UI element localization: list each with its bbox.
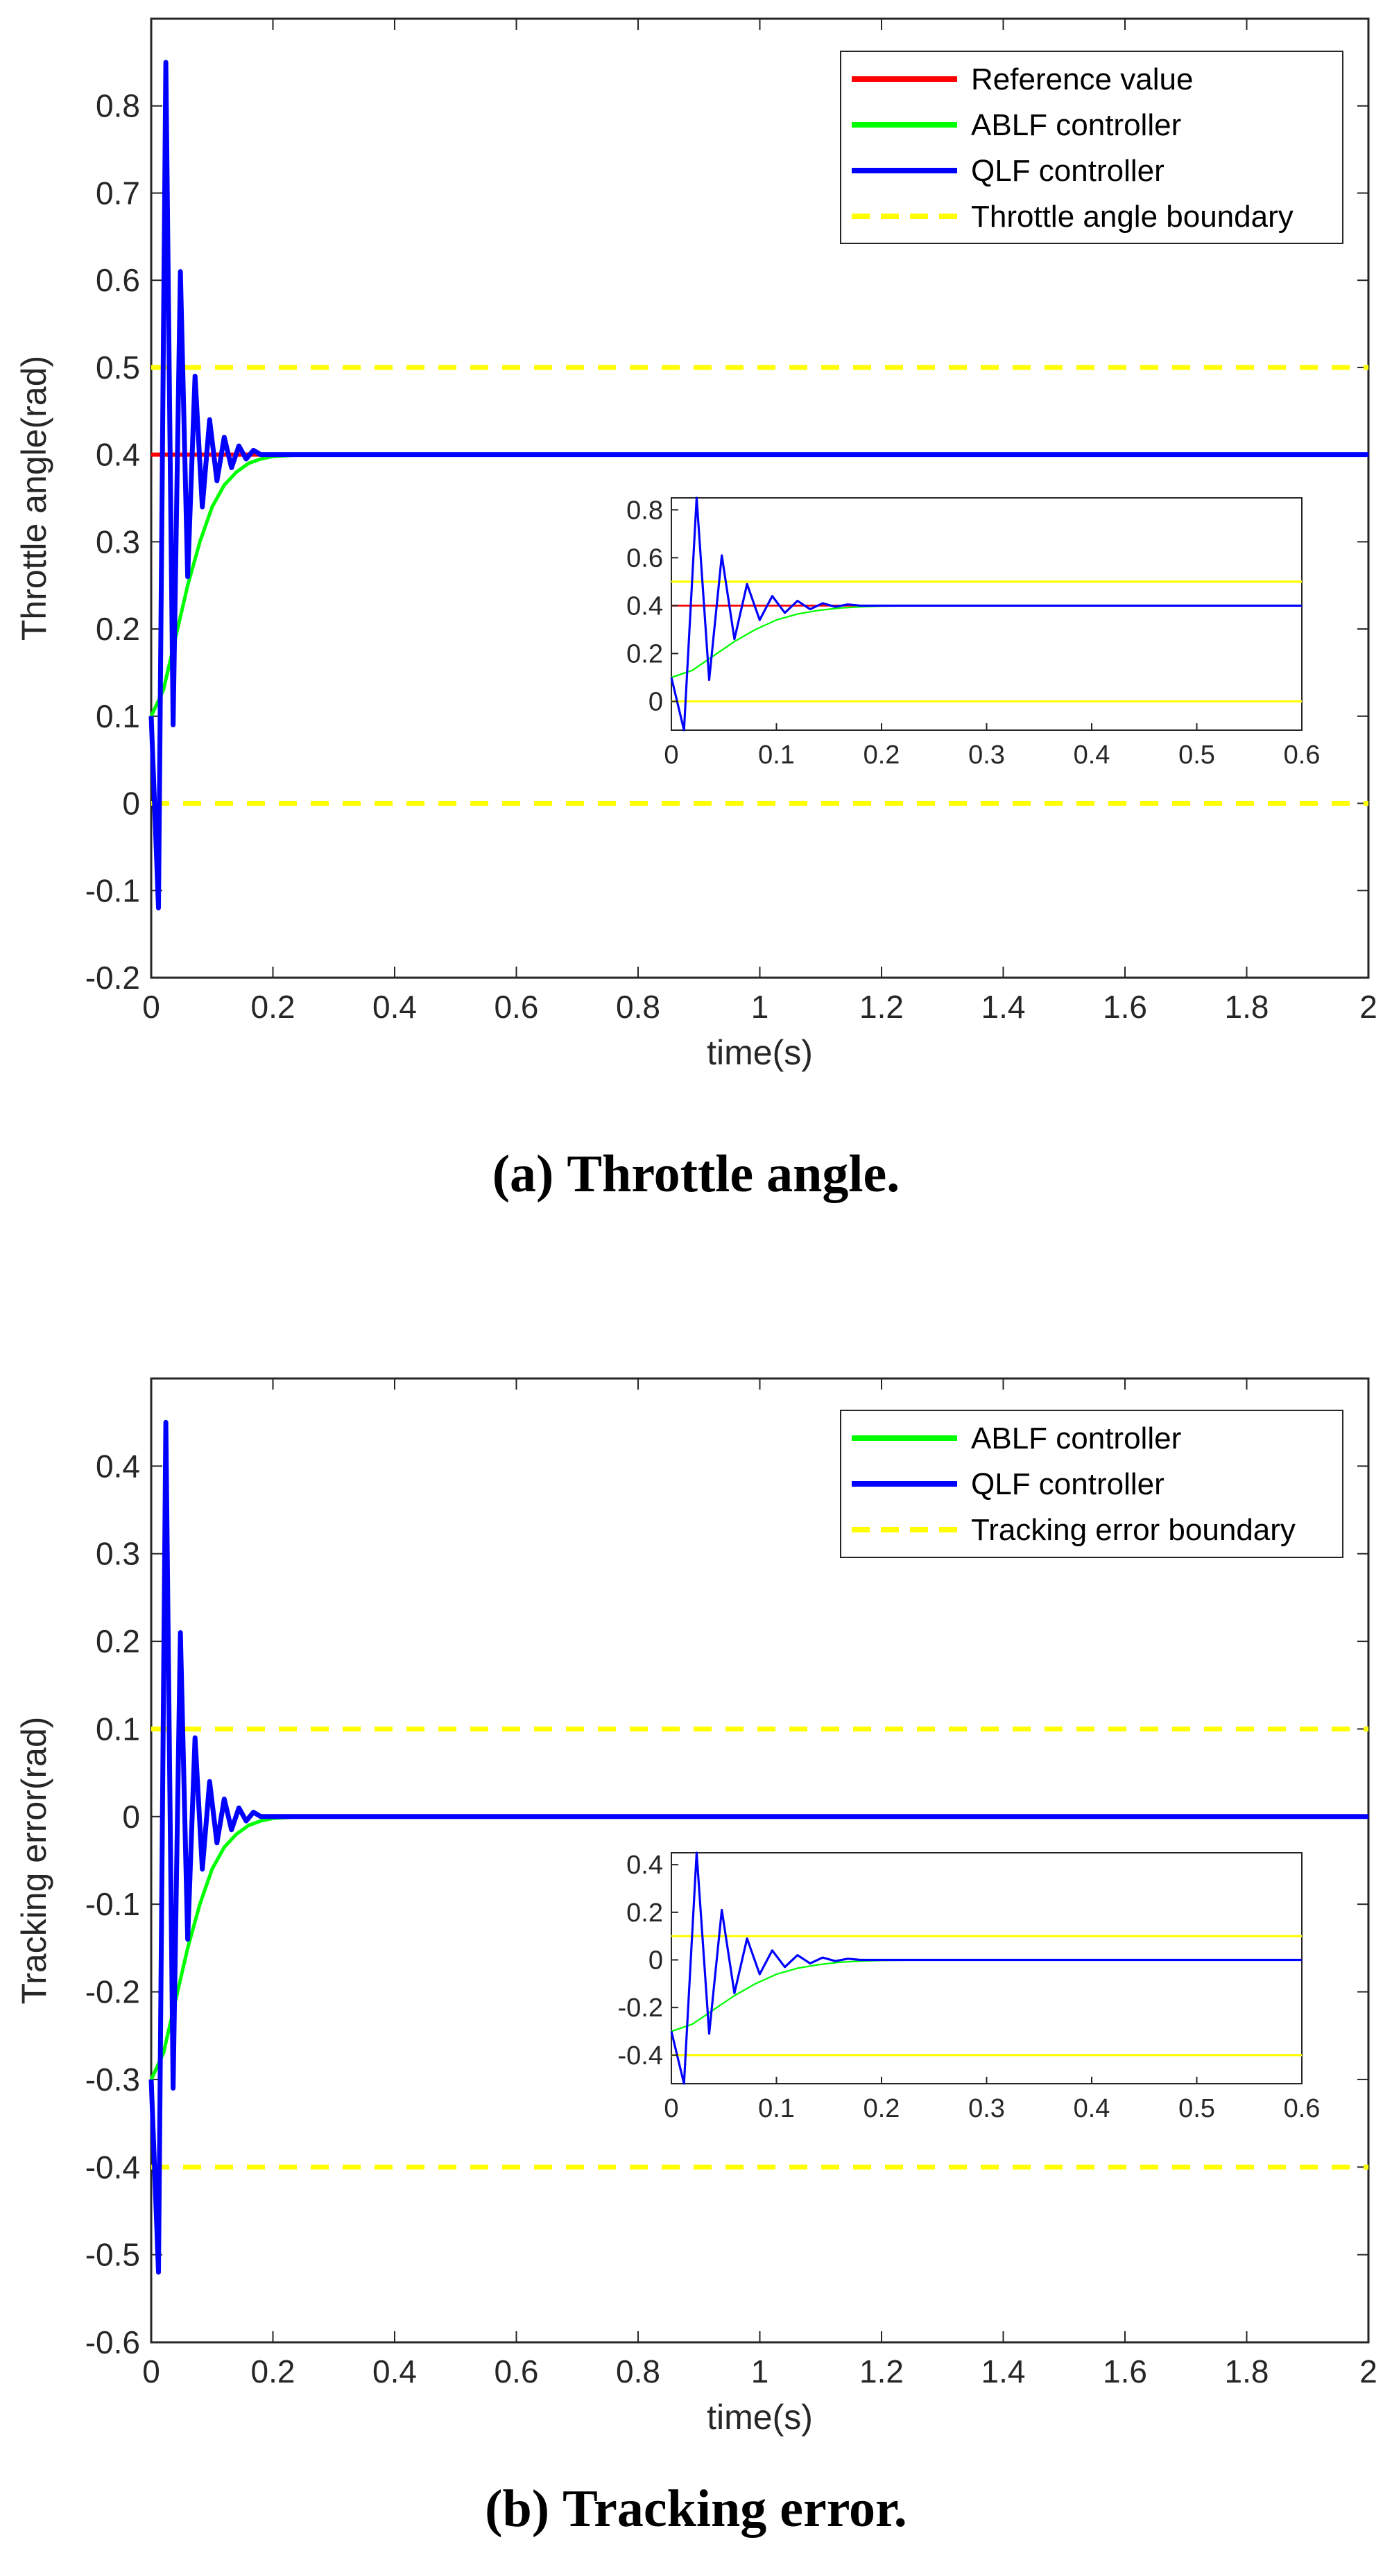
caption-a-text: Throttle angle.: [567, 1145, 900, 1203]
x-tick-label: 1: [751, 2353, 769, 2389]
y-tick-label: 0.4: [96, 1448, 140, 1484]
y-tick-label: -0.2: [85, 1974, 140, 2010]
y-tick-label: 0.2: [96, 611, 140, 647]
inset-y-tick-label: -0.2: [618, 1994, 663, 2023]
inset-x-tick-label: 0.4: [1074, 2094, 1110, 2123]
y-axis-label: Throttle angle(rad): [15, 356, 53, 641]
legend-entry-label: Reference value: [971, 62, 1193, 96]
x-tick-label: 1.8: [1225, 989, 1269, 1025]
x-tick-label: 0.6: [495, 989, 539, 1025]
y-tick-label: 0.6: [96, 262, 140, 298]
inset-x-tick-label: 0.2: [863, 2094, 900, 2123]
x-tick-label: 1.4: [981, 2353, 1026, 2389]
inset-plot-area: [671, 497, 1303, 731]
x-tick-label: 1.8: [1225, 2353, 1269, 2389]
legend-entry-label: QLF controller: [971, 1467, 1165, 1501]
x-axis-label: time(s): [707, 1033, 813, 1072]
legend-entry-label: Throttle angle boundary: [971, 200, 1294, 234]
legend-entry-label: ABLF controller: [971, 108, 1181, 142]
x-tick-label: 0.2: [251, 989, 295, 1025]
caption-b-label: (b): [485, 2480, 550, 2538]
x-tick-label: 0.8: [616, 989, 660, 1025]
x-tick-label: 1.2: [859, 989, 904, 1025]
inset-x-tick-label: 0: [664, 741, 678, 770]
y-tick-label: -0.5: [85, 2237, 140, 2273]
y-tick-label: -0.1: [85, 872, 140, 908]
x-tick-label: 0.6: [495, 2353, 539, 2389]
x-tick-label: 2: [1359, 989, 1377, 1025]
caption-a: (a) Throttle angle.: [0, 1144, 1392, 1204]
x-tick-label: 1.2: [859, 2353, 904, 2389]
x-tick-label: 1.6: [1103, 2353, 1147, 2389]
y-tick-label: -0.4: [85, 2149, 140, 2185]
chart-throttle-angle: 0 0.2 0.4 0.6 0.8 1 1.2 1.4 1.6 1.8 2 -0.2 -0.1 0 0.1 0…: [15, 17, 1377, 1072]
x-tick-label: 1: [751, 989, 769, 1025]
x-tick-label: 0.4: [372, 2353, 417, 2389]
inset-x-tick-label: 0.1: [758, 741, 795, 770]
qlf-line: [148, 60, 1368, 910]
inset-x-tick-label: 0.5: [1178, 2094, 1215, 2123]
inset-x-tick-label: 0.3: [968, 2094, 1005, 2123]
inset-x-tick-label: 0.3: [968, 741, 1005, 770]
caption-a-label: (a): [492, 1145, 554, 1203]
inset-x-tick-label: 0.1: [758, 2094, 795, 2123]
y-tick-label: 0.1: [96, 698, 140, 734]
x-tick-label: 0: [142, 989, 160, 1025]
inset-y-tick-label: 0.4: [626, 591, 663, 621]
y-axis-label: Tracking error(rad): [15, 1717, 53, 2005]
inset-y-tick-label: 0.4: [626, 1851, 663, 1880]
legend-box: [840, 51, 1343, 244]
inset-x-tick-label: 0: [664, 2094, 678, 2123]
legend-entry-label: QLF controller: [971, 154, 1165, 188]
x-tick-label: 1.4: [981, 989, 1026, 1025]
inset-qlf-line: [670, 496, 1302, 732]
inset-x-tick-label: 0.2: [863, 741, 900, 770]
y-tick-label: -0.6: [85, 2324, 140, 2360]
caption-b-text: Tracking error.: [562, 2480, 907, 2538]
x-tick-label: 0.2: [251, 2353, 295, 2389]
legend-entry-label: ABLF controller: [971, 1421, 1181, 1455]
x-tick-label: 0: [142, 2353, 160, 2389]
y-tick-label: 0: [122, 1799, 140, 1835]
inset-x-tick-label: 0.6: [1284, 741, 1321, 770]
inset-qlf-line: [670, 1851, 1302, 2085]
inset-y-tick-label: 0.6: [626, 544, 663, 573]
inset-y-tick-label: -0.4: [618, 2041, 663, 2071]
legend-entry-label: Tracking error boundary: [971, 1513, 1296, 1547]
y-tick-label: -0.3: [85, 2061, 140, 2098]
y-tick-label: -0.2: [85, 960, 140, 996]
y-tick-label: 0.8: [96, 88, 140, 124]
y-tick-label: 0.5: [96, 349, 140, 386]
inset-y-tick-label: 0.2: [626, 1899, 663, 1928]
y-tick-label: 0.1: [96, 1711, 140, 1747]
inset-plot-area: [671, 1852, 1303, 2084]
y-tick-label: 0.4: [96, 437, 140, 473]
x-tick-label: 2: [1359, 2353, 1377, 2389]
y-tick-label: 0: [122, 786, 140, 822]
x-tick-label: 1.6: [1103, 989, 1147, 1025]
x-tick-label: 0.4: [372, 989, 417, 1025]
y-tick-label: 0.2: [96, 1623, 140, 1659]
inset-y-tick-label: 0: [648, 1946, 663, 1975]
inset-x-tick-label: 0.4: [1074, 741, 1110, 770]
y-tick-label: 0.3: [96, 524, 140, 560]
x-axis-label: time(s): [707, 2398, 813, 2437]
y-tick-label: 0.7: [96, 175, 140, 211]
inset-x-tick-label: 0.6: [1284, 2094, 1321, 2123]
inset-x-tick-label: 0.5: [1178, 741, 1215, 770]
x-tick-label: 0.8: [616, 2353, 660, 2389]
qlf-line: [148, 1419, 1368, 2275]
y-tick-label: -0.1: [85, 1886, 140, 1922]
inset-y-tick-label: 0.2: [626, 639, 663, 668]
chart-tracking-error: 0 0.2 0.4 0.6 0.8 1 1.2 1.4 1.6 1.8 2 -0.6 -0.5 -0.4 -…: [15, 1377, 1377, 2437]
inset-y-tick-label: 0.8: [626, 496, 663, 525]
y-tick-label: 0.3: [96, 1536, 140, 1572]
caption-b: (b) Tracking error.: [0, 2479, 1392, 2539]
inset-y-tick-label: 0: [648, 688, 663, 717]
